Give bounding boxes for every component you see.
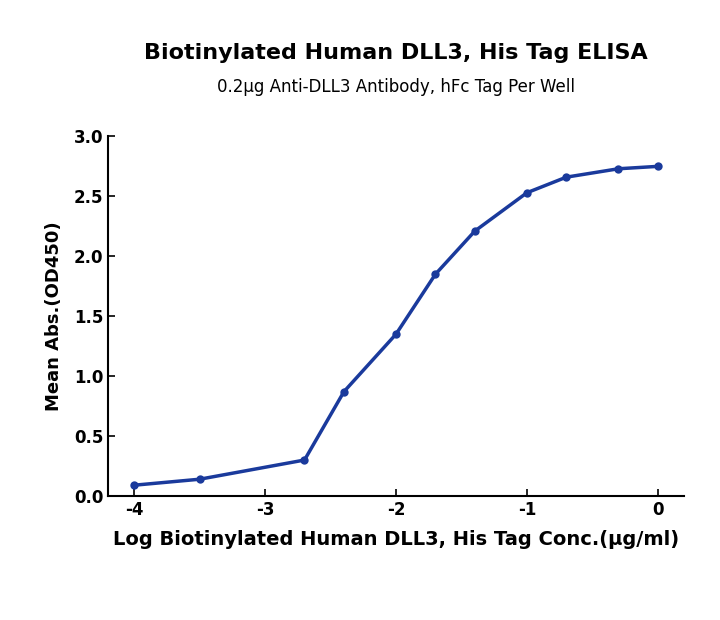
Y-axis label: Mean Abs.(OD450): Mean Abs.(OD450): [45, 221, 63, 411]
Text: 0.2μg Anti-DLL3 Antibody, hFc Tag Per Well: 0.2μg Anti-DLL3 Antibody, hFc Tag Per We…: [217, 78, 575, 95]
X-axis label: Log Biotinylated Human DLL3, His Tag Conc.(μg/ml): Log Biotinylated Human DLL3, His Tag Con…: [113, 530, 679, 549]
Text: Biotinylated Human DLL3, His Tag ELISA: Biotinylated Human DLL3, His Tag ELISA: [144, 43, 648, 63]
